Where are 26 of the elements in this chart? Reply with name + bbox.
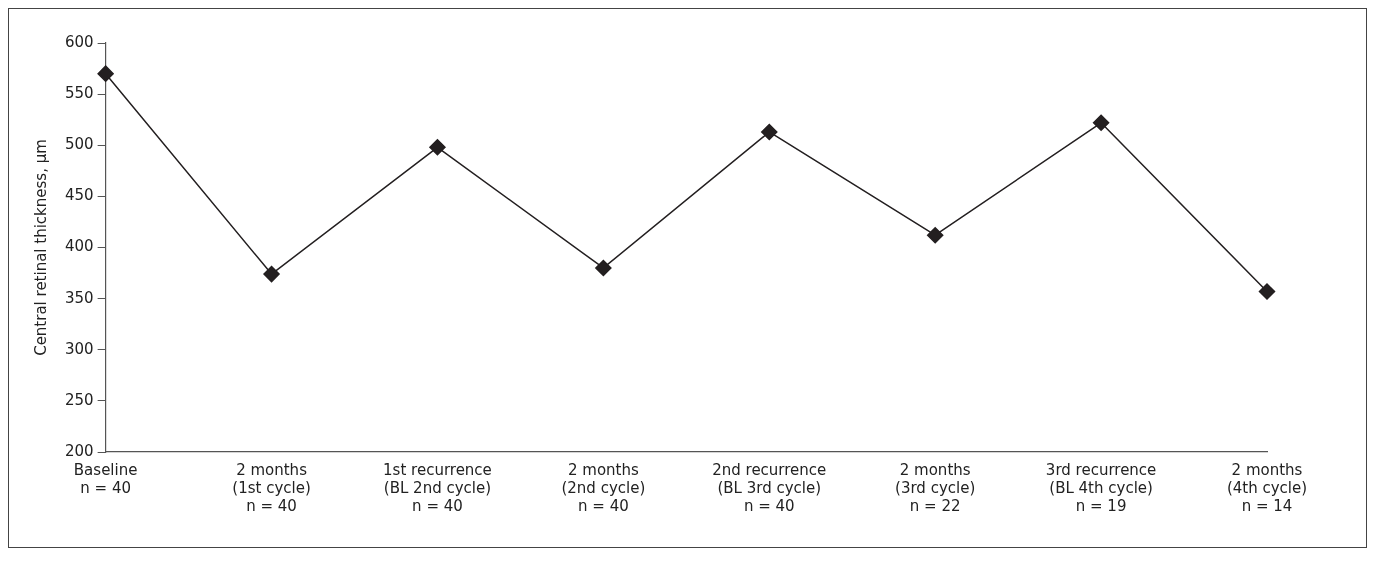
point <box>263 265 280 283</box>
point <box>595 259 612 277</box>
x-tick-label: 2 months (1st cycle) n = 40 <box>232 460 311 515</box>
x-tick-label: 3rd recurrence (BL 4th cycle) n = 19 <box>1045 460 1157 515</box>
y-tick-label: 500 <box>64 135 94 154</box>
x-tick-label: 2nd recurrence (BL 3rd cycle) n = 40 <box>712 460 827 515</box>
y-tick-label: 350 <box>64 288 94 307</box>
y-tick-label: 600 <box>64 32 94 51</box>
y-tick-label: 250 <box>64 390 94 409</box>
y-axis-title: Central retinal thickness, µm <box>31 139 50 356</box>
point <box>429 139 446 156</box>
y-tick-label: 450 <box>64 186 94 205</box>
point <box>97 65 114 82</box>
point <box>926 226 944 244</box>
y-tick-label: 200 <box>64 441 94 460</box>
x-tick-label: Baseline n = 40 <box>73 460 138 497</box>
x-tick-label: 2 months (4th cycle) n = 14 <box>1226 460 1308 515</box>
y-tick-label: 400 <box>64 237 94 256</box>
y-tick-label: 300 <box>64 339 94 358</box>
point <box>1092 114 1110 132</box>
x-tick-label: 1st recurrence (BL 2nd cycle) n = 40 <box>383 460 492 515</box>
point <box>1258 283 1276 300</box>
x-tick-label: 2 months (2nd cycle) n = 40 <box>561 460 646 515</box>
point <box>761 123 778 141</box>
y-tick-label: 550 <box>64 84 94 103</box>
x-tick-label: 2 months (3rd cycle) n = 22 <box>895 460 976 515</box>
